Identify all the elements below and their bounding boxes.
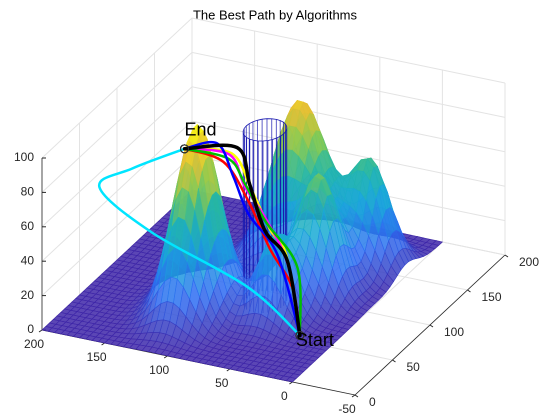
- y-tick-label: 50: [407, 360, 421, 374]
- x-tick: [226, 368, 231, 372]
- start-label: Start: [296, 330, 334, 350]
- z-tick-label: 60: [21, 219, 35, 233]
- z-tick-label: 20: [21, 288, 35, 302]
- x-tick-label: 100: [149, 363, 169, 377]
- z-tick-label: 100: [14, 150, 34, 164]
- path-line: [98, 147, 302, 337]
- path-line: [183, 140, 302, 337]
- y-tick: [429, 324, 434, 328]
- x-tick: [351, 394, 356, 398]
- x-tick-label: 200: [24, 337, 44, 351]
- y-tick-label: 0: [369, 395, 376, 409]
- path-endpoint: [295, 330, 305, 340]
- x-tick-label: -50: [338, 402, 356, 416]
- x-tick-label: 50: [215, 376, 229, 390]
- z-tick-label: 40: [21, 253, 35, 267]
- path-line: [182, 143, 302, 338]
- x-tick-label: 150: [87, 350, 107, 364]
- path-endpoint: [180, 144, 189, 154]
- y-tick: [392, 359, 396, 363]
- end-label: End: [185, 120, 217, 140]
- z-tick-label: 80: [21, 185, 35, 199]
- y-tick-label: 100: [444, 325, 464, 339]
- y-tick: [354, 394, 359, 398]
- z-tick-label: 0: [27, 322, 34, 336]
- y-tick: [504, 254, 509, 258]
- x-tick-label: 0: [281, 389, 288, 403]
- x-tick: [289, 381, 293, 385]
- y-tick: [467, 289, 471, 293]
- surface-facet: [285, 376, 297, 383]
- y-tick-label: 200: [519, 255, 539, 269]
- y-tick-label: 150: [482, 290, 502, 304]
- x-tick: [38, 329, 43, 333]
- chart-title: The Best Path by Algorithms: [193, 7, 358, 22]
- x-tick: [163, 355, 168, 359]
- x-tick: [101, 342, 105, 346]
